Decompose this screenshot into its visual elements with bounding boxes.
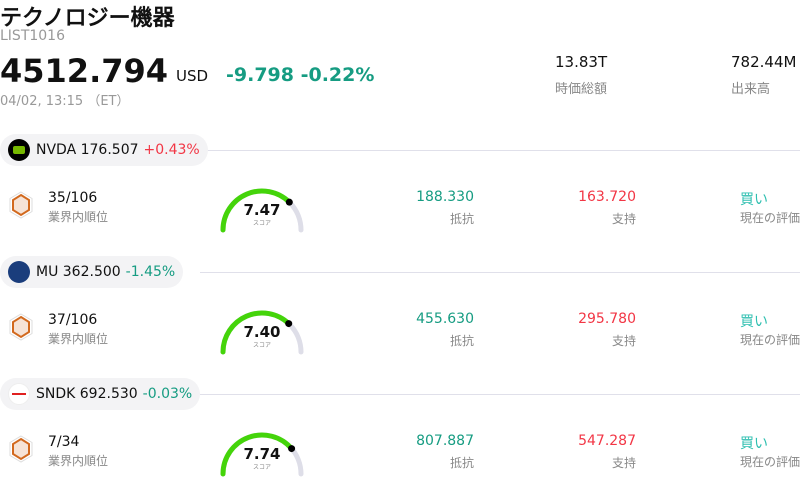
divider — [200, 150, 800, 151]
score-gauge — [220, 432, 304, 477]
score-label: スコア — [252, 464, 271, 471]
ticker-price: SNDK 692.530 — [36, 386, 138, 402]
industry-rank: 37/106 — [48, 312, 98, 328]
score-label: スコア — [252, 342, 271, 349]
score-value: 7.74 — [243, 445, 281, 463]
rating-value: 買い — [740, 314, 768, 330]
micron-logo-icon — [8, 261, 30, 283]
resistance-value: 455.630 — [416, 311, 474, 327]
sandisk-logo-icon — [8, 383, 30, 405]
stock-chip[interactable]: NVDA 176.507 +0.43% — [0, 134, 208, 166]
currency: USD — [176, 67, 209, 85]
rating-label: 現在の評価 — [740, 211, 800, 225]
support-value: 295.780 — [578, 311, 636, 327]
stock-block: NVDA 176.507 +0.43% 35/106 業界内順位 7.47 スコ… — [0, 130, 800, 252]
stock-change: -0.03% — [142, 386, 193, 402]
rating-value: 買い — [740, 192, 768, 208]
volume-value: 782.44M — [731, 53, 797, 71]
support-label: 支持 — [611, 334, 636, 348]
resistance-value: 188.330 — [416, 189, 474, 205]
score-gauge — [220, 310, 304, 355]
support-value: 163.720 — [578, 189, 636, 205]
support-value: 547.287 — [578, 433, 636, 449]
divider — [200, 394, 800, 395]
industry-rank: 7/34 — [48, 434, 80, 450]
market-cap-label: 時価総額 — [555, 82, 608, 97]
volume-label: 出来高 — [731, 82, 771, 97]
score-gauge — [220, 188, 304, 233]
rating-label: 現在の評価 — [740, 333, 800, 347]
stock-change: -1.45% — [125, 264, 176, 280]
support-label: 支持 — [611, 456, 636, 470]
stock-block: MU 362.500 -1.45% 37/106 業界内順位 7.40 スコア … — [0, 252, 800, 374]
price-change: -9.798 -0.22% — [226, 64, 375, 86]
stock-block: SNDK 692.530 -0.03% 7/34 業界内順位 7.74 スコア … — [0, 374, 800, 496]
ticker-price: NVDA 176.507 — [36, 142, 139, 158]
industry-rank-label: 業界内順位 — [48, 332, 109, 346]
resistance-label: 抵抗 — [449, 212, 474, 226]
score-value: 7.47 — [243, 201, 281, 219]
resistance-label: 抵抗 — [449, 456, 474, 470]
industry-rank: 35/106 — [48, 190, 98, 206]
industry-rank-label: 業界内順位 — [48, 454, 109, 468]
index-price: 4512.794 — [0, 52, 169, 90]
timestamp: 04/02, 13:15 （ET） — [0, 94, 130, 109]
radar-rank-icon — [9, 313, 33, 341]
ticker-price: MU 362.500 — [36, 264, 121, 280]
rating-value: 買い — [740, 436, 768, 452]
divider — [200, 272, 800, 273]
stock-chip[interactable]: MU 362.500 -1.45% — [0, 256, 184, 288]
list-code: LIST1016 — [0, 28, 65, 44]
radar-rank-icon — [9, 191, 33, 219]
resistance-label: 抵抗 — [449, 334, 474, 348]
radar-rank-icon — [9, 435, 33, 463]
score-label: スコア — [252, 220, 271, 227]
score-value: 7.40 — [243, 323, 281, 341]
stock-chip[interactable]: SNDK 692.530 -0.03% — [0, 378, 201, 410]
support-label: 支持 — [611, 212, 636, 226]
market-cap-value: 13.83T — [555, 53, 608, 71]
stock-change: +0.43% — [143, 142, 200, 158]
resistance-value: 807.887 — [416, 433, 474, 449]
page-title: テクノロジー機器 — [0, 6, 175, 31]
industry-rank-label: 業界内順位 — [48, 210, 109, 224]
nvidia-logo-icon — [8, 139, 30, 161]
rating-label: 現在の評価 — [740, 455, 800, 469]
